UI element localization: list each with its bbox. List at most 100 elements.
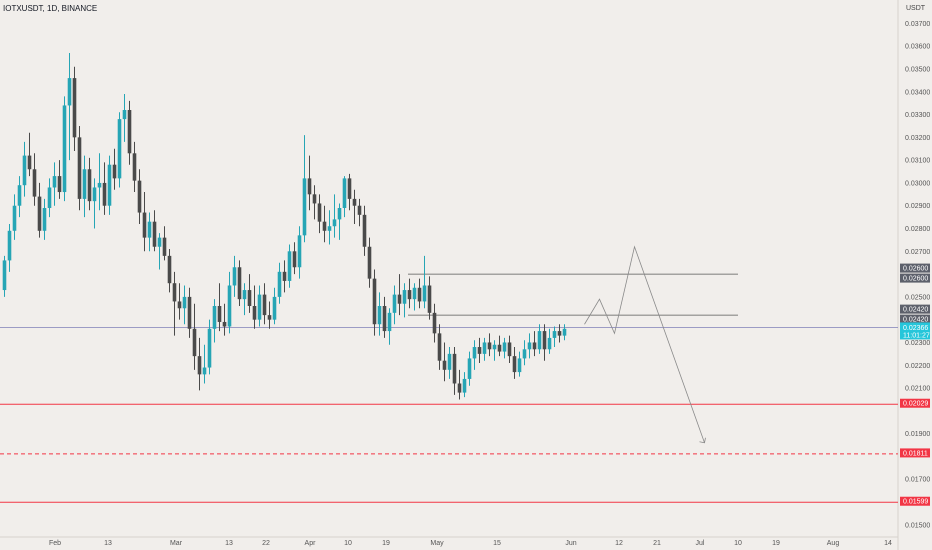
candle-body bbox=[122, 110, 127, 120]
candle-body bbox=[397, 294, 402, 304]
candle-body bbox=[187, 296, 192, 329]
projection-arrowhead bbox=[699, 437, 706, 444]
candle-body bbox=[487, 342, 492, 350]
candle-body bbox=[212, 306, 217, 329]
candle-body bbox=[162, 237, 167, 256]
candle-body bbox=[22, 155, 27, 186]
level-tag bbox=[900, 263, 930, 273]
y-tick-label: 0.03200 bbox=[905, 135, 930, 142]
y-tick-label: 0.03500 bbox=[905, 66, 930, 73]
candle-body bbox=[322, 221, 327, 231]
candle-body bbox=[492, 344, 497, 350]
candle-body bbox=[107, 164, 112, 206]
level-tag-label: 0.02420 bbox=[903, 317, 928, 324]
candle-body bbox=[242, 290, 247, 300]
candle-body bbox=[337, 208, 342, 220]
candle-body bbox=[502, 342, 507, 352]
candle-body bbox=[292, 251, 297, 268]
currency-label: USDT bbox=[906, 5, 926, 12]
candle-body bbox=[102, 182, 107, 206]
candle-body bbox=[362, 214, 367, 247]
candle-body bbox=[357, 205, 362, 215]
candle-body bbox=[157, 237, 162, 247]
y-tick-label: 0.02700 bbox=[905, 249, 930, 256]
x-tick-label: Jun bbox=[565, 540, 576, 547]
x-tick-label: 12 bbox=[615, 540, 623, 547]
candle-body bbox=[442, 360, 447, 370]
candle-body bbox=[272, 296, 277, 320]
candle-body bbox=[237, 267, 242, 300]
level-tag bbox=[900, 398, 930, 408]
level-tag bbox=[900, 448, 930, 458]
candle-body bbox=[552, 331, 557, 338]
candle-body bbox=[497, 344, 502, 352]
candle-body bbox=[217, 306, 222, 322]
y-tick-label: 0.01900 bbox=[905, 431, 930, 438]
candle-body bbox=[352, 198, 357, 206]
x-tick-label: Feb bbox=[49, 540, 61, 547]
y-tick-label: 0.02100 bbox=[905, 386, 930, 393]
y-tick-label: 0.03300 bbox=[905, 112, 930, 119]
candle-body bbox=[282, 271, 287, 281]
candle-body bbox=[202, 367, 207, 375]
y-tick-label: 0.02500 bbox=[905, 294, 930, 301]
x-tick-label: May bbox=[430, 540, 444, 547]
candle-body bbox=[62, 105, 67, 193]
candle-body bbox=[342, 178, 347, 209]
candle-body bbox=[247, 290, 252, 307]
candle-body bbox=[527, 342, 532, 350]
y-tick-label: 0.02900 bbox=[905, 203, 930, 210]
x-tick-label: 10 bbox=[344, 540, 352, 547]
level-tag-label: 0.02600 bbox=[903, 276, 928, 283]
candle-body bbox=[327, 226, 332, 231]
y-tick-label: 0.01700 bbox=[905, 477, 930, 484]
candle-body bbox=[2, 260, 7, 291]
candle-body bbox=[37, 196, 42, 231]
candle-body bbox=[92, 187, 97, 202]
candle-body bbox=[27, 155, 32, 170]
candle-body bbox=[232, 267, 237, 286]
candle-body bbox=[277, 271, 282, 297]
candle-body bbox=[402, 290, 407, 304]
candle-body bbox=[542, 331, 547, 350]
candle-body bbox=[482, 342, 487, 354]
x-tick-label: 13 bbox=[225, 540, 233, 547]
candle-body bbox=[452, 353, 457, 384]
x-tick-label: 19 bbox=[772, 540, 780, 547]
candle-body bbox=[67, 78, 72, 106]
candle-body bbox=[207, 328, 212, 368]
candle-body bbox=[72, 78, 77, 138]
candle-body bbox=[42, 208, 47, 231]
candle-body bbox=[287, 251, 292, 281]
x-tick-label: Aug bbox=[827, 540, 840, 547]
candle-body bbox=[437, 333, 442, 361]
y-tick-label: 0.02800 bbox=[905, 226, 930, 233]
candle-body bbox=[537, 331, 542, 350]
projection-path bbox=[584, 245, 705, 443]
candle-body bbox=[227, 285, 232, 327]
x-tick-label: 13 bbox=[104, 540, 112, 547]
candle-body bbox=[127, 110, 132, 154]
level-tag bbox=[900, 304, 930, 314]
candle-body bbox=[432, 312, 437, 334]
candle-body bbox=[312, 194, 317, 204]
candle-body bbox=[517, 358, 522, 373]
x-tick-label: 21 bbox=[653, 540, 661, 547]
candle-body bbox=[262, 294, 267, 316]
candle-body bbox=[32, 169, 37, 197]
candle-body bbox=[112, 164, 117, 179]
candle-body bbox=[137, 180, 142, 213]
candle-body bbox=[467, 358, 472, 379]
level-tag-label: 0.02600 bbox=[903, 266, 928, 273]
candle-body bbox=[152, 221, 157, 247]
y-tick-label: 0.01500 bbox=[905, 522, 930, 529]
candle-body bbox=[117, 119, 122, 179]
y-tick-label: 0.03400 bbox=[905, 89, 930, 96]
current-price-label: 0.02366 bbox=[903, 325, 928, 332]
level-tag bbox=[900, 314, 930, 324]
candle-body bbox=[347, 178, 352, 199]
level-tag bbox=[900, 273, 930, 283]
candle-body bbox=[332, 219, 337, 227]
